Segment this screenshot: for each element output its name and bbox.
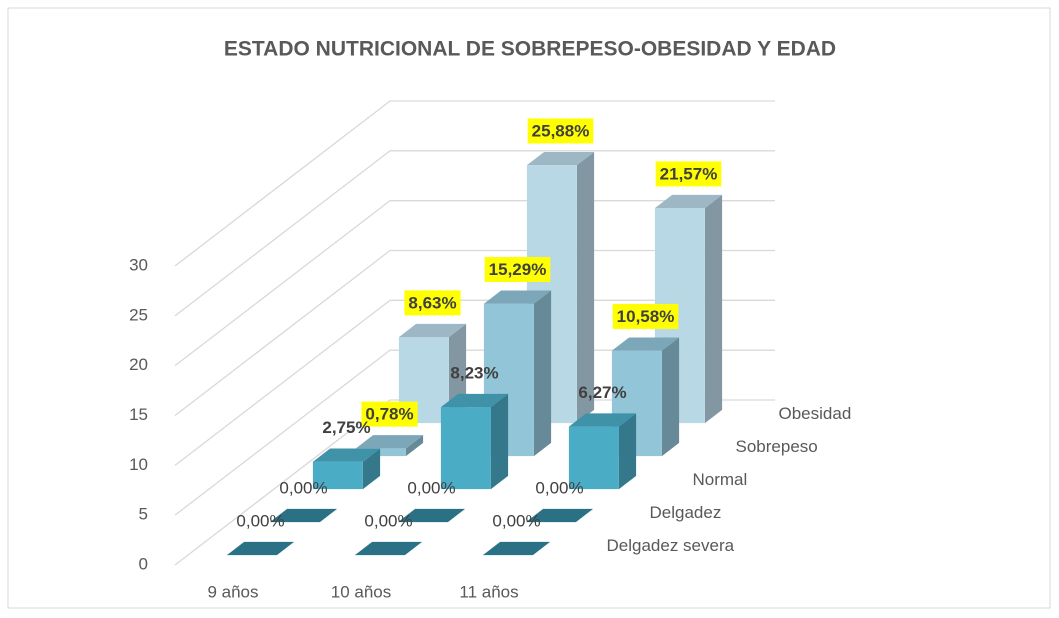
data-label: 0,78% (365, 405, 413, 424)
bar-side (704, 194, 723, 424)
bar-top (398, 323, 467, 338)
data-label: 0,00% (236, 511, 284, 530)
bar-top (526, 151, 595, 166)
bar-top (611, 337, 680, 351)
data-label-bg (361, 401, 418, 427)
bar-top (440, 393, 509, 408)
bar (269, 508, 338, 523)
bar (354, 541, 423, 556)
bar-top (568, 413, 637, 427)
data-label: 10,58% (617, 307, 675, 326)
bar-top (354, 541, 423, 556)
bar (397, 508, 466, 523)
series-label: Delgadez severa (607, 536, 735, 555)
data-label: 0,00% (407, 478, 455, 497)
y-tick-label: 5 (139, 505, 148, 524)
bar-side (362, 448, 381, 490)
grid-line (174, 299, 775, 466)
data-label: 25,88% (532, 121, 590, 140)
bar (568, 413, 637, 490)
bar-top (355, 435, 424, 449)
bar-side (405, 435, 424, 457)
series-label: Sobrepeso (736, 437, 818, 456)
grid-line (174, 150, 775, 317)
series-label: Obesidad (779, 404, 852, 423)
grid-line (174, 100, 775, 267)
bar-top (226, 541, 295, 556)
data-label-bg (655, 161, 722, 187)
data-label: 8,23% (450, 363, 498, 382)
data-label: 0,00% (364, 511, 412, 530)
data-label: 15,29% (489, 260, 547, 279)
bar-top (482, 541, 551, 556)
bar-front (440, 407, 491, 490)
grid-line (174, 200, 775, 367)
data-label: 2,75% (322, 418, 370, 437)
bar-side (490, 393, 509, 490)
y-tick-label: 10 (129, 455, 148, 474)
data-label-bg (404, 290, 461, 316)
chart-title: ESTADO NUTRICIONAL DE SOBREPESO-OBESIDAD… (224, 38, 836, 61)
data-label: 0,00% (535, 478, 583, 497)
series-label: Normal (693, 470, 748, 489)
y-tick-label: 20 (129, 355, 148, 374)
x-tick-label: 10 años (331, 582, 392, 601)
bar-side (618, 413, 637, 490)
y-tick-label: 0 (139, 554, 148, 573)
x-tick-label: 11 años (459, 582, 518, 601)
bar (226, 541, 295, 556)
y-tick-label: 15 (129, 405, 148, 424)
data-label: 21,57% (660, 164, 718, 183)
data-label-bg (527, 118, 594, 144)
bar-front (355, 448, 406, 457)
bar-top (269, 508, 338, 523)
bar-side (533, 290, 552, 457)
data-label-bg (484, 256, 551, 282)
data-label: 6,27% (578, 383, 626, 402)
data-label: 0,00% (492, 511, 540, 530)
bar-top (654, 194, 723, 209)
bar-top (483, 290, 552, 304)
bar-top (525, 508, 594, 523)
series-label: Delgadez (650, 503, 722, 522)
bar (355, 435, 424, 457)
bar-top (397, 508, 466, 523)
bar (440, 393, 509, 490)
data-label: 0,00% (279, 478, 327, 497)
bar (482, 541, 551, 556)
x-tick-label: 9 años (207, 582, 258, 601)
bar (312, 448, 381, 490)
bar-side (576, 151, 595, 424)
bar-front (312, 461, 363, 490)
grid-line (174, 249, 775, 417)
bar-side (661, 337, 680, 457)
bar (525, 508, 594, 523)
y-tick-label: 25 (129, 305, 148, 324)
y-tick-label: 30 (129, 255, 148, 274)
data-label-bg (612, 303, 679, 329)
data-label: 8,63% (408, 293, 456, 312)
bar-top (312, 448, 381, 462)
bar-front (568, 426, 619, 490)
